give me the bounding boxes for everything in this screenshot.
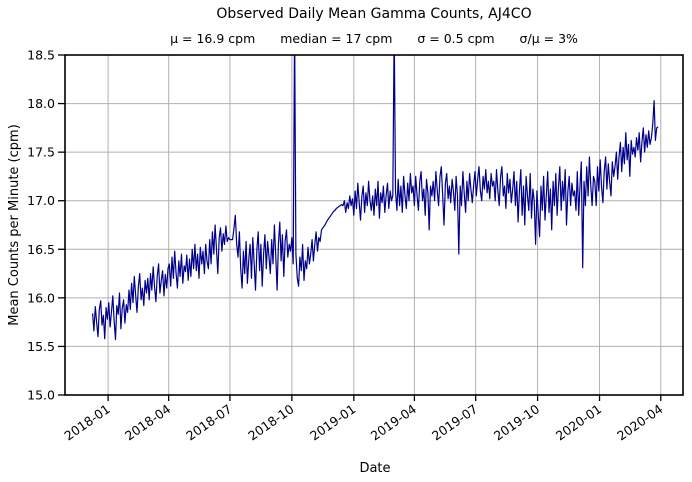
y-tick-label: 18.5 [27, 48, 55, 63]
x-tick-label: 2018-07 [183, 401, 234, 443]
chart-title: Observed Daily Mean Gamma Counts, AJ4CO [216, 6, 531, 22]
chart-stats-line: μ = 16.9 cpm median = 17 cpm σ = 0.5 cpm… [170, 31, 578, 46]
x-tick-label: 2020-04 [614, 401, 665, 443]
x-tick-label: 2020-01 [553, 401, 604, 443]
y-tick-label: 16.0 [27, 290, 55, 305]
gridlines [65, 54, 683, 396]
x-axis-label: Date [359, 461, 390, 476]
y-tick-label: 17.0 [27, 193, 55, 208]
plot-frame [64, 54, 684, 396]
x-tick-label: 2019-04 [368, 401, 419, 443]
y-tick-label: 17.5 [27, 145, 55, 160]
y-axis-label: Mean Counts per Minute (cpm) [7, 124, 22, 326]
x-tick-label: 2018-01 [61, 401, 112, 443]
x-tick-label: 2019-10 [491, 401, 542, 443]
x-tick-label: 2019-01 [307, 401, 358, 443]
y-tick-label: 16.5 [27, 242, 55, 257]
x-tick-labels: 2018-01 2018-04 2018-07 2018-10 2019-01 2019-… [61, 401, 665, 443]
y-tick-label: 15.0 [27, 388, 55, 403]
x-tick-label: 2018-10 [245, 401, 296, 443]
x-tick-label: 2018-04 [122, 401, 173, 443]
x-tick-label: 2019-07 [429, 401, 480, 443]
y-tick-label: 18.0 [27, 96, 55, 111]
y-tick-label: 15.5 [27, 339, 55, 354]
axis-tick-marks [58, 54, 662, 401]
series-line [92, 55, 659, 341]
y-tick-labels: 15.0 15.5 16.0 16.5 17.0 17.5 18.0 18.5 [27, 48, 55, 403]
